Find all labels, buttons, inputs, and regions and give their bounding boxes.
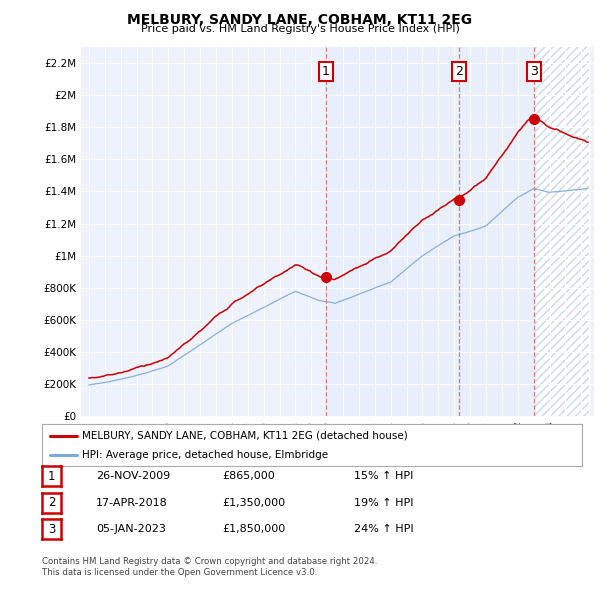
Text: £865,000: £865,000 <box>222 471 275 481</box>
Text: £1,350,000: £1,350,000 <box>222 498 285 507</box>
Text: 26-NOV-2009: 26-NOV-2009 <box>96 471 170 481</box>
Text: 2: 2 <box>48 496 55 509</box>
Text: MELBURY, SANDY LANE, COBHAM, KT11 2EG: MELBURY, SANDY LANE, COBHAM, KT11 2EG <box>127 13 473 27</box>
Text: 17-APR-2018: 17-APR-2018 <box>96 498 168 507</box>
Text: MELBURY, SANDY LANE, COBHAM, KT11 2EG (detached house): MELBURY, SANDY LANE, COBHAM, KT11 2EG (d… <box>83 431 408 441</box>
Text: 1: 1 <box>48 470 55 483</box>
Text: This data is licensed under the Open Government Licence v3.0.: This data is licensed under the Open Gov… <box>42 568 317 577</box>
Text: 1: 1 <box>322 65 329 78</box>
Bar <box>326 47 533 416</box>
Text: Contains HM Land Registry data © Crown copyright and database right 2024.: Contains HM Land Registry data © Crown c… <box>42 558 377 566</box>
Text: 3: 3 <box>48 523 55 536</box>
Text: 15% ↑ HPI: 15% ↑ HPI <box>354 471 413 481</box>
Text: 24% ↑ HPI: 24% ↑ HPI <box>354 525 413 534</box>
Bar <box>533 47 589 416</box>
Text: 2: 2 <box>455 65 463 78</box>
Text: 05-JAN-2023: 05-JAN-2023 <box>96 525 166 534</box>
Text: Price paid vs. HM Land Registry's House Price Index (HPI): Price paid vs. HM Land Registry's House … <box>140 24 460 34</box>
Text: HPI: Average price, detached house, Elmbridge: HPI: Average price, detached house, Elmb… <box>83 450 329 460</box>
Text: 19% ↑ HPI: 19% ↑ HPI <box>354 498 413 507</box>
Text: £1,850,000: £1,850,000 <box>222 525 285 534</box>
Bar <box>533 47 589 416</box>
Text: 3: 3 <box>530 65 538 78</box>
